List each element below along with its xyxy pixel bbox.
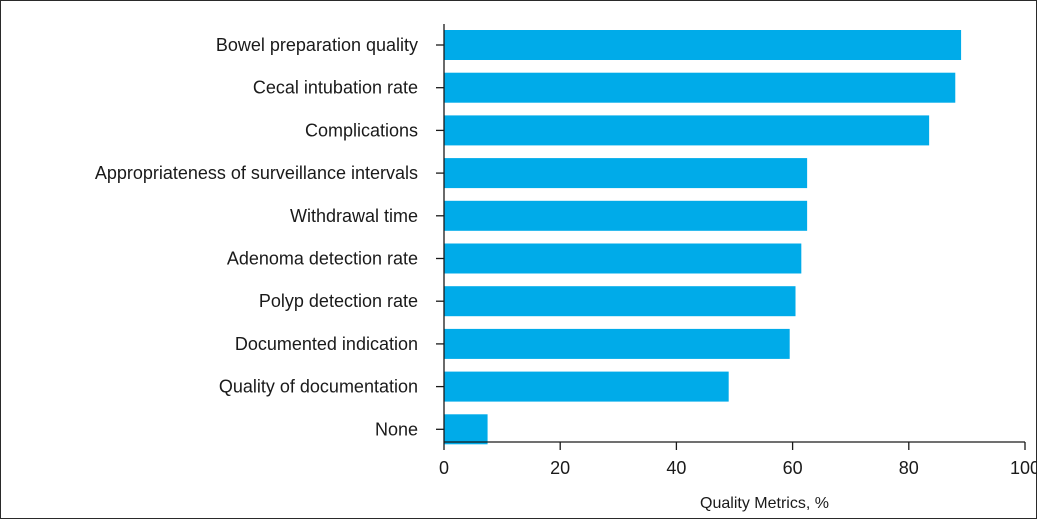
bar	[444, 200, 808, 231]
bar	[444, 30, 962, 60]
bars-group	[444, 30, 962, 445]
bar	[444, 414, 488, 445]
category-label: Bowel preparation quality	[216, 35, 418, 55]
category-label: Withdrawal time	[290, 206, 418, 226]
bar	[444, 72, 956, 103]
category-label: Complications	[305, 120, 418, 140]
category-label: Documented indication	[235, 334, 418, 354]
category-label: Adenoma detection rate	[227, 249, 418, 269]
category-label: Appropriateness of surveillance interval…	[95, 163, 418, 183]
x-tick-label: 0	[439, 458, 449, 478]
bar	[444, 158, 808, 189]
category-label: None	[375, 419, 418, 439]
bar	[444, 286, 796, 317]
x-tick-label: 100	[1010, 458, 1037, 478]
category-label: Quality of documentation	[219, 377, 418, 397]
x-tick-label: 40	[666, 458, 686, 478]
category-labels: Bowel preparation quality Cecal intubatio…	[95, 35, 418, 439]
x-tick-label: 20	[550, 458, 570, 478]
bar	[444, 371, 729, 402]
y-axis-ticks	[436, 44, 444, 430]
bar	[444, 328, 790, 359]
x-axis-ticks: 0 20 40 60 80 100	[439, 442, 1037, 478]
category-label: Cecal intubation rate	[253, 78, 418, 98]
x-tick-label: 80	[899, 458, 919, 478]
bar	[444, 115, 930, 146]
bar	[444, 243, 802, 274]
category-label: Polyp detection rate	[259, 291, 418, 311]
x-axis-title: Quality Metrics, %	[700, 495, 829, 512]
x-tick-label: 60	[783, 458, 803, 478]
